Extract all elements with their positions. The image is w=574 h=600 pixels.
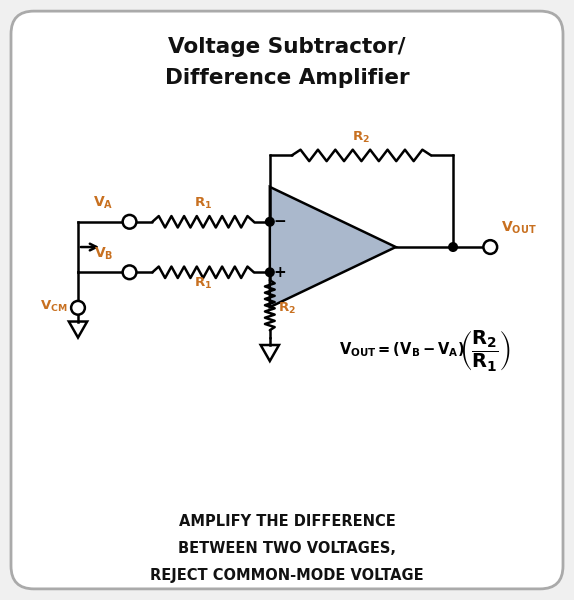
Polygon shape — [69, 322, 87, 338]
Text: $\mathbf{V_{OUT}}$: $\mathbf{V_{OUT}}$ — [501, 219, 536, 236]
Text: Difference Amplifier: Difference Amplifier — [165, 68, 409, 88]
Text: −: − — [274, 214, 286, 229]
Text: $\mathbf{V_B}$: $\mathbf{V_B}$ — [94, 245, 114, 262]
Polygon shape — [270, 187, 396, 307]
Text: REJECT COMMON-MODE VOLTAGE: REJECT COMMON-MODE VOLTAGE — [150, 568, 424, 583]
Circle shape — [483, 240, 497, 254]
Text: $\mathbf{\left(\dfrac{R_2}{R_1}\right)}$: $\mathbf{\left(\dfrac{R_2}{R_1}\right)}$ — [459, 328, 510, 373]
Circle shape — [449, 243, 457, 251]
FancyBboxPatch shape — [11, 11, 563, 589]
Text: $\mathbf{R_1}$: $\mathbf{R_1}$ — [194, 276, 212, 291]
Text: $\mathbf{R_2}$: $\mathbf{R_2}$ — [278, 301, 296, 316]
Circle shape — [123, 215, 137, 229]
Circle shape — [266, 268, 274, 277]
Text: $\mathbf{R_1}$: $\mathbf{R_1}$ — [194, 196, 212, 211]
Text: Voltage Subtractor/: Voltage Subtractor/ — [168, 37, 406, 56]
Text: $\mathbf{V_{OUT} = (V_B - V_A)}$: $\mathbf{V_{OUT} = (V_B - V_A)}$ — [339, 341, 464, 359]
Text: AMPLIFY THE DIFFERENCE: AMPLIFY THE DIFFERENCE — [179, 514, 395, 529]
Text: BETWEEN TWO VOLTAGES,: BETWEEN TWO VOLTAGES, — [178, 541, 396, 556]
Circle shape — [123, 265, 137, 279]
Text: $\mathbf{V_A}$: $\mathbf{V_A}$ — [93, 195, 114, 211]
Text: $\mathbf{R_2}$: $\mathbf{R_2}$ — [352, 130, 370, 145]
Circle shape — [266, 217, 274, 226]
Text: +: + — [274, 265, 286, 280]
Text: $\mathbf{V_{CM}}$: $\mathbf{V_{CM}}$ — [40, 299, 68, 314]
Polygon shape — [261, 345, 279, 361]
Circle shape — [71, 301, 85, 314]
